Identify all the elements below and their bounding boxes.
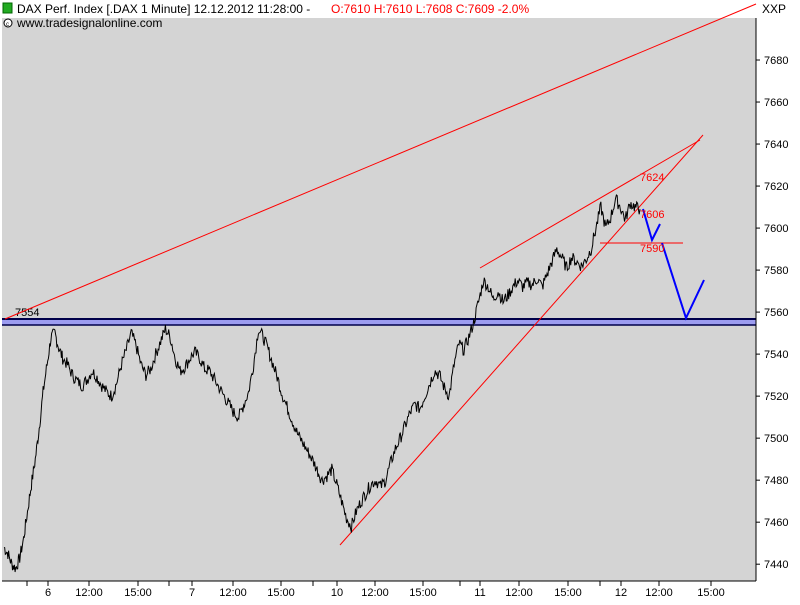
y-tick-label: 7460 [764,517,788,529]
source-credit: www.tradesignalonline.com [16,16,162,30]
y-tick-label: 7540 [764,349,788,361]
chart-title: DAX Perf. Index [.DAX 1 Minute] 12.12.20… [17,2,310,16]
level-label-7606: 7606 [640,209,664,221]
x-tick-label: 15:00 [697,587,725,599]
y-tick-label: 7520 [764,391,788,403]
y-axis: 7440 7460 7480 7500 7520 7540 7560 7580 7600 7620… [756,55,788,571]
projection-path-long [661,242,705,321]
y-tick-label: 7620 [764,181,788,193]
projection-path-short [642,208,661,243]
level-label-7624: 7624 [640,172,664,184]
x-tick-label: 15:00 [267,587,295,599]
copyright-icon [3,18,13,28]
x-tick-label: 12 [615,587,627,599]
x-tick-label: 6 [45,587,51,599]
x-tick-label: 15:00 [409,587,437,599]
x-tick-label: 15:00 [554,587,582,599]
x-tick-label: 15:00 [124,587,152,599]
copyright-icon-glyph: c [6,22,9,28]
lower-trendline [339,134,704,546]
y-tick-label: 7500 [764,433,788,445]
y-tick-label: 7440 [764,559,788,571]
y-tick-label: 7480 [764,475,788,487]
x-tick-label: 10 [331,587,343,599]
plot-area [2,18,756,581]
x-tick-label: 12:00 [505,587,533,599]
x-tick-label: 12:00 [645,587,673,599]
y-tick-label: 7660 [764,97,788,109]
level-label-7590: 7590 [640,243,664,255]
status-square-icon [2,2,13,14]
y-tick-label: 7600 [764,223,788,235]
x-tick-label: 12:00 [75,587,103,599]
x-tick-label: 12:00 [219,587,247,599]
x-tick-label: 12:00 [361,587,389,599]
x-tick-label: 7 [189,587,195,599]
price-series-line [3,194,641,573]
y-tick-label: 7580 [764,265,788,277]
symbol-tag: XXP [762,2,786,16]
y-tick-label: 7560 [764,307,788,319]
x-axis: 6 12:00 15:00 7 12:00 15:00 10 12:00 15:00 11 12:0… [26,581,725,599]
y-tick-label: 7640 [764,139,788,151]
long-trendline [4,3,757,320]
y-tick-label: 7680 [764,55,788,67]
x-tick-label: 11 [474,587,485,599]
upper-trendline [479,139,701,269]
support-band [2,319,756,325]
support-label: 7554 [15,307,39,319]
ohlc-readout: O:7610 H:7610 L:7608 C:7609 -2.0% [331,2,529,16]
